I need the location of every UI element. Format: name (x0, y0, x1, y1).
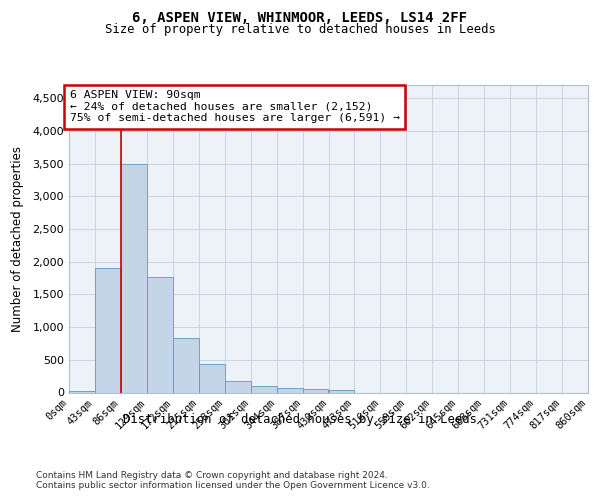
Bar (69, 390, 95, 392)
Text: 6 ASPEN VIEW: 90sqm
← 24% of detached houses are smaller (2,152)
75% of semi-det: 6 ASPEN VIEW: 90sqm ← 24% of detached ho… (70, 90, 400, 124)
Text: Contains HM Land Registry data © Crown copyright and database right 2024.: Contains HM Land Registry data © Crown c… (36, 472, 388, 480)
Bar (224, 382, 251, 392)
Bar (95, 268, 121, 392)
Text: Size of property relative to detached houses in Leeds: Size of property relative to detached ho… (104, 22, 496, 36)
Bar (173, 338, 199, 392)
Text: Contains public sector information licensed under the Open Government Licence v3: Contains public sector information licen… (36, 482, 430, 490)
Bar (199, 364, 224, 392)
Bar (147, 276, 173, 392)
Bar (121, 164, 147, 392)
Text: Distribution of detached houses by size in Leeds: Distribution of detached houses by size … (123, 412, 477, 426)
Bar (251, 386, 277, 392)
Y-axis label: Number of detached properties: Number of detached properties (11, 146, 24, 332)
Bar (329, 390, 355, 392)
Bar (302, 389, 329, 392)
Text: 6, ASPEN VIEW, WHINMOOR, LEEDS, LS14 2FF: 6, ASPEN VIEW, WHINMOOR, LEEDS, LS14 2FF (133, 11, 467, 25)
Bar (277, 388, 302, 392)
